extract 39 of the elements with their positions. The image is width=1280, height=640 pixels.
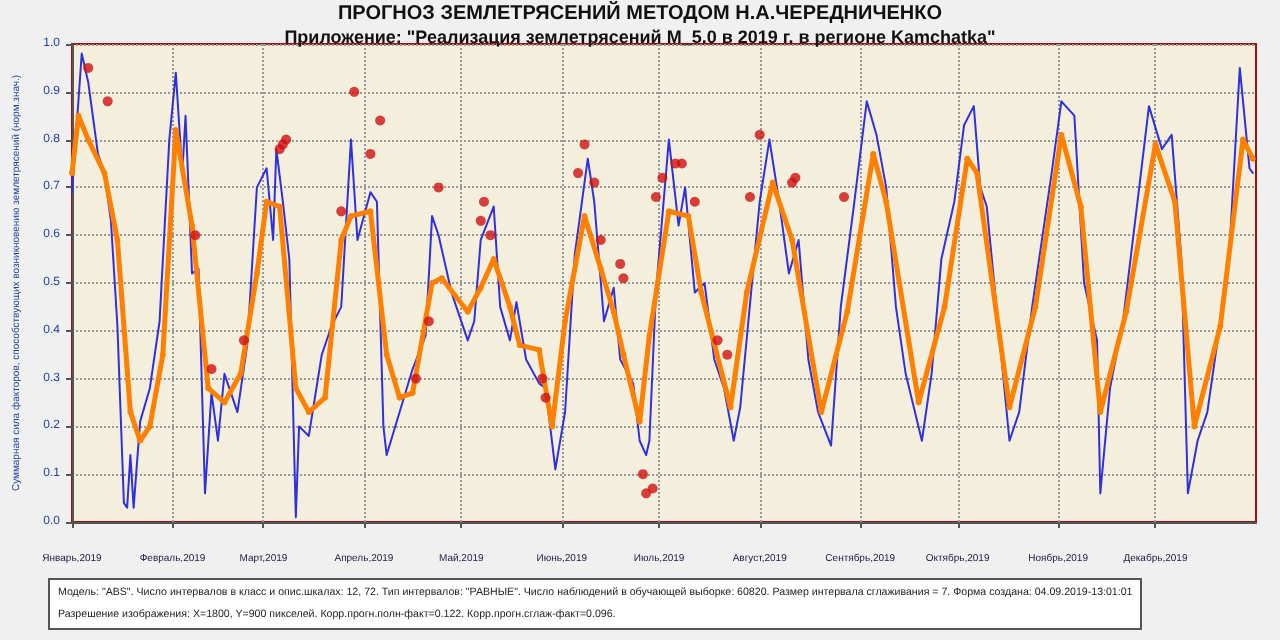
point (573, 168, 584, 179)
point (410, 373, 421, 384)
point (475, 215, 486, 226)
point (540, 392, 551, 403)
point (641, 488, 652, 499)
point (579, 139, 590, 150)
point (689, 196, 700, 207)
point (375, 115, 386, 126)
point (349, 86, 360, 97)
point (206, 364, 217, 375)
point (618, 273, 629, 284)
point (589, 177, 600, 188)
point (676, 158, 687, 169)
point (433, 182, 444, 193)
point (722, 349, 733, 360)
chart-title: ПРОГНОЗ ЗЕМЛЕТРЯСЕНИЙ МЕТОДОМ Н.А.ЧЕРЕДНИЧЕНКО (337, 0, 943, 25)
point (657, 172, 668, 183)
point (595, 234, 606, 245)
point (423, 316, 434, 327)
point (650, 191, 661, 202)
point (615, 258, 626, 269)
point (712, 335, 723, 346)
point (839, 191, 850, 202)
point (637, 469, 648, 480)
point (336, 206, 347, 217)
point (102, 96, 113, 107)
chart-subtitle: Приложение: "Реализация землетрясений M_5.0 в 2019 г. в регионе Kamchatka" (284, 27, 996, 47)
point (744, 191, 755, 202)
point (365, 148, 376, 159)
point (238, 335, 249, 346)
point (537, 373, 548, 384)
point (478, 196, 489, 207)
point (647, 483, 658, 494)
point (281, 134, 292, 145)
point (790, 172, 801, 183)
point (754, 129, 765, 140)
point (485, 230, 496, 241)
point (190, 230, 201, 241)
point (83, 62, 94, 73)
